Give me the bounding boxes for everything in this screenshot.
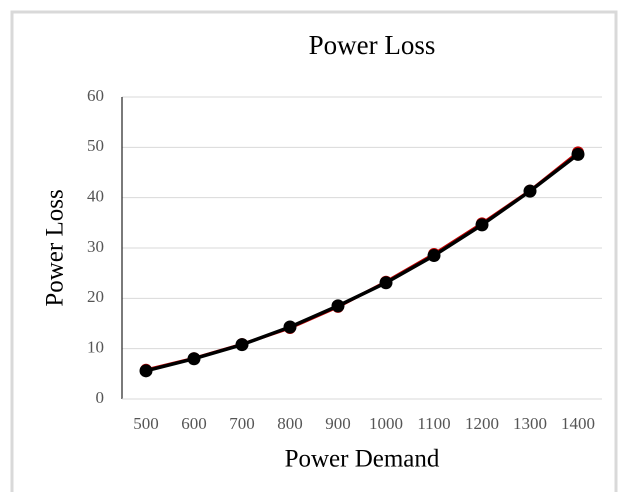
point <box>571 147 585 161</box>
y-tick-label: 10 <box>87 338 104 357</box>
point <box>427 249 441 263</box>
x-tick-label: 1000 <box>369 414 403 433</box>
x-tick-label: 1200 <box>465 414 499 433</box>
point <box>379 276 393 290</box>
point <box>523 184 537 198</box>
y-tick-label: 50 <box>87 136 104 155</box>
series-line <box>145 152 580 373</box>
point <box>187 352 201 366</box>
x-tick-label: 1300 <box>513 414 547 433</box>
x-tick-label: 500 <box>133 414 159 433</box>
point <box>235 338 249 352</box>
x-tick-label: 800 <box>277 414 303 433</box>
y-axis-label: Power Loss <box>42 189 69 306</box>
y-tick-label: 40 <box>87 187 104 206</box>
point <box>283 320 297 334</box>
x-axis-label: Power Demand <box>285 446 440 473</box>
y-tick-label: 30 <box>87 237 104 256</box>
chart-title: Power Loss <box>309 30 436 60</box>
y-tick-label: 20 <box>87 287 104 306</box>
y-tick-label: 60 <box>87 86 104 105</box>
point <box>139 364 153 378</box>
x-tick-label: 1100 <box>417 414 450 433</box>
y-tick-label: 0 <box>96 388 105 407</box>
x-tick-label: 1400 <box>561 414 595 433</box>
x-tick-label: 900 <box>325 414 351 433</box>
chart-frame <box>10 10 618 492</box>
x-tick-label: 600 <box>181 414 207 433</box>
point <box>475 218 489 232</box>
point <box>331 299 345 313</box>
x-tick-label: 700 <box>229 414 255 433</box>
